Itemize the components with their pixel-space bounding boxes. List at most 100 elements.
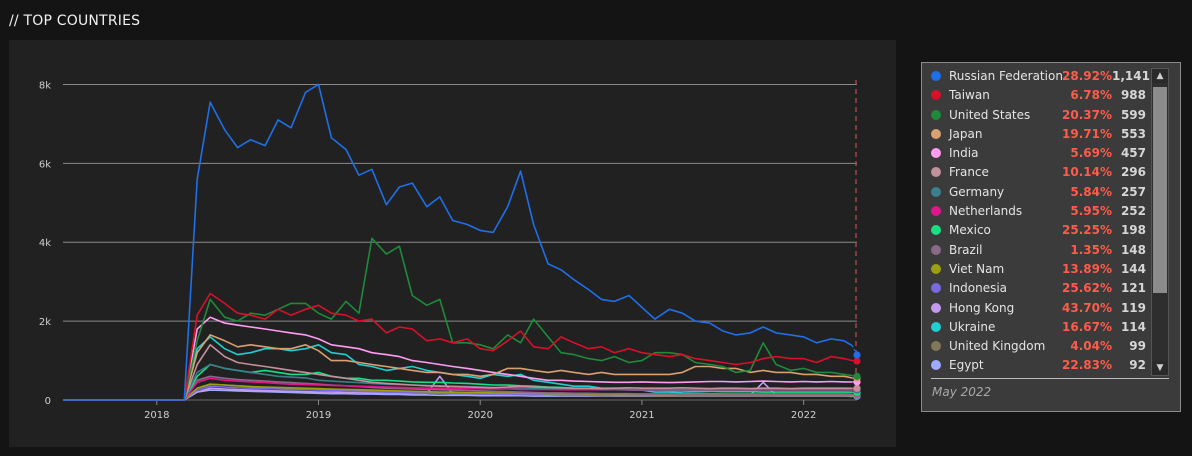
legend-country-name: Japan [949, 126, 983, 141]
legend-item[interactable]: France 10.14% 296 [922, 163, 1154, 182]
legend-item[interactable]: Egypt 22.83% 92 [922, 356, 1154, 375]
legend-percent: 20.37% [1062, 107, 1112, 122]
legend-percent: 43.70% [1062, 300, 1112, 315]
x-tick-label: 2018 [144, 410, 169, 421]
legend-item[interactable]: Japan 19.71% 553 [922, 125, 1154, 144]
legend-item[interactable]: Russian Federation 28.92% 1,141 [922, 67, 1154, 86]
legend-item[interactable]: Taiwan 6.78% 988 [922, 86, 1154, 105]
series-line [63, 316, 853, 401]
legend-count: 296 [1120, 165, 1146, 180]
legend-country-name: Netherlands [949, 204, 1023, 219]
legend-count: 144 [1120, 261, 1146, 276]
legend-dot-icon [931, 186, 941, 197]
legend-item[interactable]: Brazil 1.35% 148 [922, 241, 1154, 260]
legend-percent: 6.78% [1070, 88, 1112, 103]
legend-scrollbar[interactable]: ▲ ▼ [1151, 68, 1169, 376]
legend-date: May 2022 [932, 385, 992, 399]
scroll-thumb[interactable] [1153, 87, 1167, 293]
legend-percent: 13.89% [1062, 261, 1112, 276]
legend-country-name: Taiwan [949, 88, 990, 103]
legend-count: 121 [1120, 281, 1146, 296]
y-tick-label: 6k [39, 159, 51, 170]
legend-country-name: Germany [949, 184, 1005, 199]
series-end-point [853, 357, 861, 365]
legend-dot-icon [931, 206, 941, 217]
scroll-down-icon[interactable]: ▼ [1152, 361, 1168, 375]
legend-item[interactable]: Viet Nam 13.89% 144 [922, 260, 1154, 279]
legend-percent: 4.04% [1070, 339, 1112, 354]
y-tick-label: 4k [39, 238, 51, 249]
legend-percent: 5.84% [1070, 184, 1112, 199]
panel-title: // TOP COUNTRIES [9, 13, 141, 29]
legend-dot-icon [931, 225, 941, 236]
legend-count: 114 [1120, 319, 1146, 334]
legend-dot-icon [931, 341, 941, 352]
legend-country-name: Ukraine [949, 319, 996, 334]
legend-percent: 19.71% [1062, 126, 1112, 141]
legend-item[interactable]: United States 20.37% 599 [922, 106, 1154, 125]
legend-count: 553 [1120, 126, 1146, 141]
series-end-point [853, 384, 861, 392]
legend-dot-icon [931, 283, 941, 294]
legend-percent: 5.95% [1070, 204, 1112, 219]
series-line [63, 237, 853, 401]
legend-percent: 25.62% [1062, 281, 1112, 296]
legend-count: 988 [1120, 88, 1146, 103]
legend-count: 99 [1129, 339, 1146, 354]
series-line [63, 363, 853, 401]
legend-item[interactable]: Mexico 25.25% 198 [922, 221, 1154, 240]
legend-count: 599 [1120, 107, 1146, 122]
legend-country-name: Egypt [949, 358, 984, 373]
legend-list[interactable]: Russian Federation 28.92% 1,141 Taiwan 6.78%… [922, 67, 1154, 375]
legend-item[interactable]: United Kingdom 4.04% 99 [922, 337, 1154, 356]
legend-item[interactable]: Indonesia 25.62% 121 [922, 279, 1154, 298]
series-end-point [853, 351, 861, 359]
legend-percent: 28.92% [1062, 69, 1112, 83]
legend-country-name: United Kingdom [949, 339, 1046, 354]
y-tick-label: 0 [45, 396, 51, 407]
legend-item[interactable]: India 5.69% 457 [922, 144, 1154, 163]
legend-dot-icon [931, 71, 941, 81]
legend-percent: 25.25% [1062, 223, 1112, 238]
series-line [63, 385, 853, 401]
legend-item[interactable]: Germany 5.84% 257 [922, 183, 1154, 202]
legend-country-name: Hong Kong [949, 300, 1015, 315]
legend-country-name: Indonesia [949, 281, 1008, 296]
x-tick-label: 2019 [306, 410, 331, 421]
legend-dot-icon [931, 109, 941, 120]
x-tick-label: 2021 [629, 410, 654, 421]
series-line [63, 375, 853, 401]
legend-dot-icon [931, 263, 941, 274]
legend-dot-icon [931, 244, 941, 255]
chart-area: 0 2k 4k 6k 8k 2018 2019 2020 2021 2022 [9, 40, 896, 447]
legend-percent: 22.83% [1062, 358, 1112, 373]
legend-country-name: Brazil [949, 242, 983, 257]
legend-item[interactable]: Hong Kong 43.70% 119 [922, 299, 1154, 318]
legend-count: 457 [1120, 146, 1146, 161]
legend-item[interactable]: Netherlands 5.95% 252 [922, 202, 1154, 221]
legend-count: 1,141 [1112, 69, 1150, 83]
series-line [63, 292, 853, 401]
legend-dot-icon [931, 148, 941, 159]
legend-count: 148 [1120, 242, 1146, 257]
legend-dot-icon [931, 302, 941, 313]
legend-country-name: Mexico [949, 223, 991, 238]
legend-percent: 1.35% [1070, 242, 1112, 257]
legend-percent: 5.69% [1070, 146, 1112, 161]
legend-item[interactable]: Ukraine 16.67% 114 [922, 318, 1154, 337]
legend-count: 252 [1120, 204, 1146, 219]
legend-country-name: France [949, 165, 989, 180]
y-tick-label: 8k [39, 80, 51, 91]
scroll-up-icon[interactable]: ▲ [1152, 69, 1168, 83]
x-tick-label: 2022 [791, 410, 816, 421]
legend-dot-icon [931, 167, 941, 178]
legend-country-name: Russian Federation [949, 69, 1063, 83]
legend-dot-icon [931, 90, 941, 101]
legend-country-name: India [949, 146, 979, 161]
series-line [63, 334, 853, 401]
y-tick-label: 2k [39, 317, 51, 328]
series-end-point [853, 372, 861, 380]
legend-count: 257 [1120, 184, 1146, 199]
legend-dot-icon [931, 360, 941, 371]
series-line [63, 343, 853, 401]
